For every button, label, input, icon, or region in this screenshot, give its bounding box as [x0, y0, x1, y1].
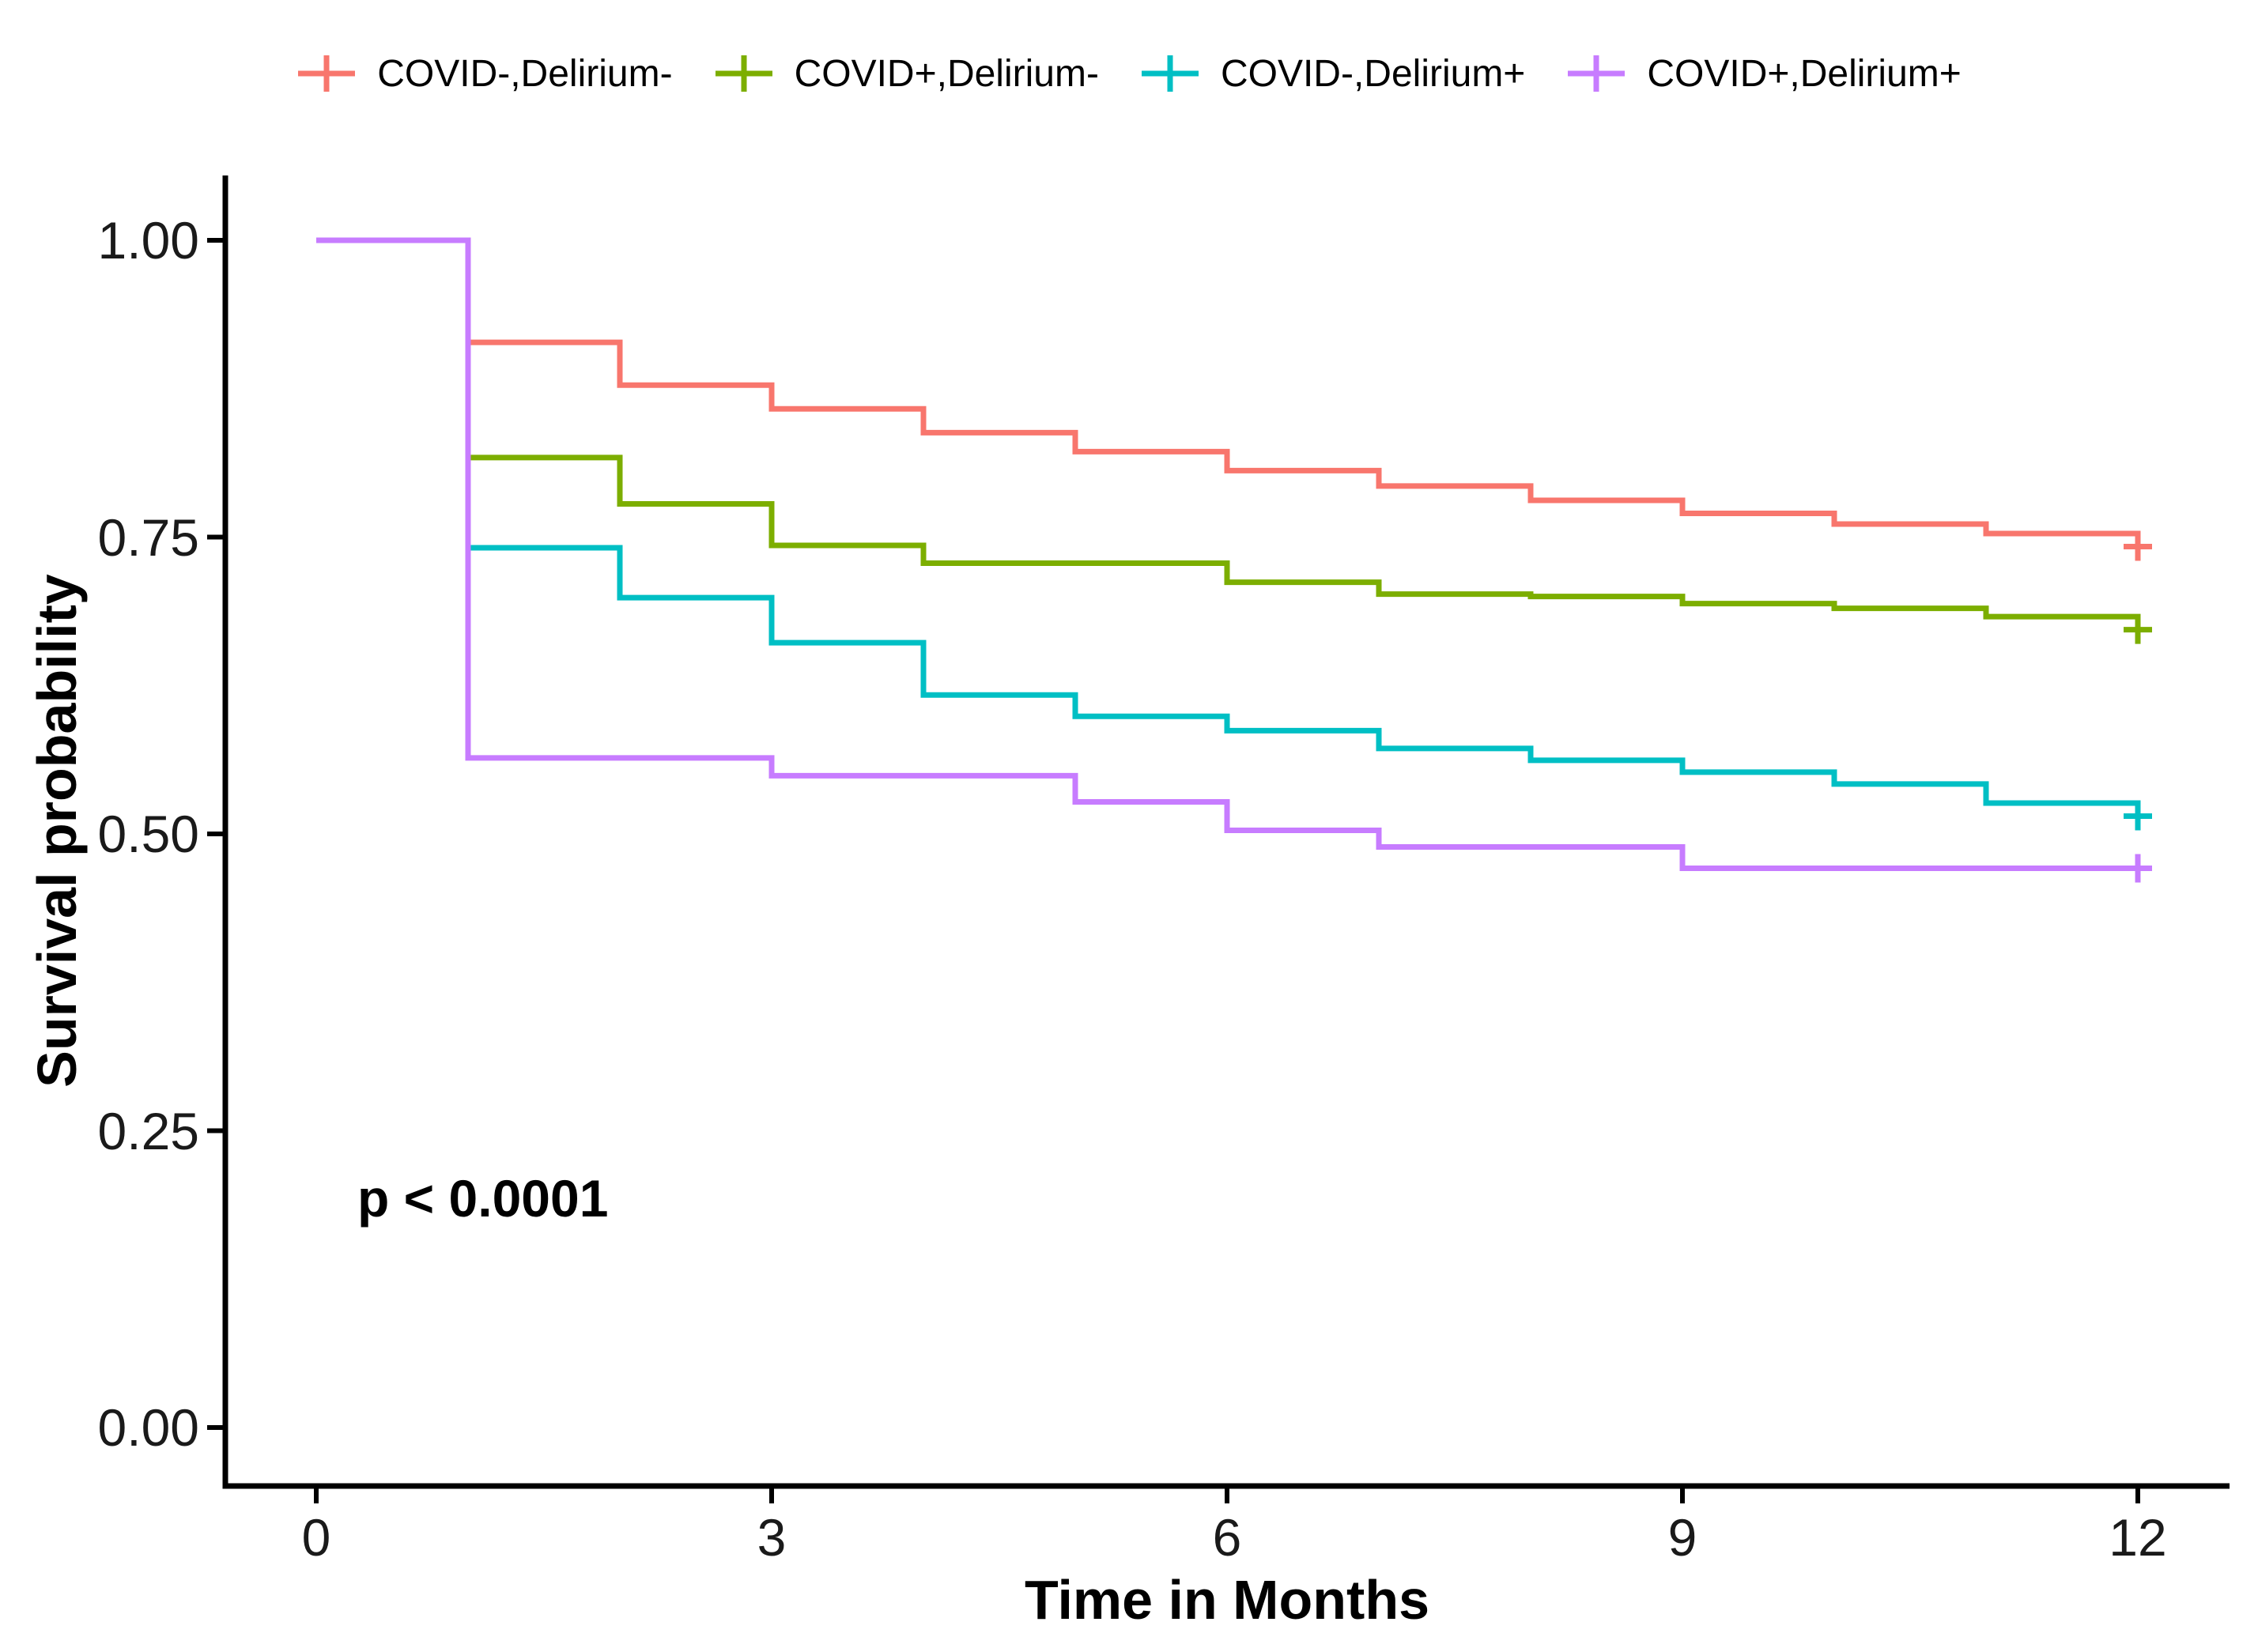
- y-tick-label: 0.50: [97, 805, 199, 863]
- x-tick-label: 9: [1667, 1508, 1697, 1567]
- legend-label: COVID-,Delirium+: [1220, 52, 1526, 95]
- legend-item-covid-pos-delirium-pos: COVID+,Delirium+: [1566, 38, 1962, 109]
- legend-key-icon: [715, 55, 772, 92]
- y-tick-label: 0.00: [97, 1398, 199, 1457]
- legend-item-covid-neg-delirium-neg: COVID-,Delirium-: [296, 38, 673, 109]
- y-tick-label: 0.25: [97, 1101, 199, 1160]
- legend-item-covid-neg-delirium-pos: COVID-,Delirium+: [1140, 38, 1525, 109]
- survival-curve-covidpos-deliriumpos: [316, 237, 2138, 872]
- legend-label: COVID-,Delirium-: [377, 52, 673, 95]
- x-axis-title: Time in Months: [1024, 1569, 1430, 1631]
- y-axis-title: Survival probability: [26, 574, 88, 1088]
- survival-curve-covidpos-deliriumneg: [316, 237, 2141, 630]
- legend-key-icon: [298, 55, 356, 92]
- x-tick-label: 0: [301, 1508, 331, 1567]
- x-tick-label: 3: [757, 1508, 787, 1567]
- survival-curve-covidneg-deliriumneg: [316, 237, 2141, 547]
- legend-item-covid-pos-delirium-neg: COVID+,Delirium-: [714, 38, 1099, 109]
- p-value-annotation: p < 0.0001: [357, 1169, 609, 1228]
- survival-curve-covidneg-deliriumpos: [316, 237, 2141, 817]
- x-tick-label: 6: [1212, 1508, 1242, 1567]
- legend: COVID-,Delirium- COVID+,Delirium- COVID-…: [0, 38, 2258, 109]
- legend-key-icon: [1141, 55, 1199, 92]
- y-tick-label: 0.75: [97, 507, 199, 567]
- legend-label: COVID+,Delirium-: [794, 52, 1099, 95]
- legend-label: COVID+,Delirium+: [1647, 52, 1962, 95]
- x-tick-label: 12: [2109, 1508, 2167, 1567]
- y-tick-label: 1.00: [97, 211, 199, 270]
- legend-key-icon: [1568, 55, 1626, 92]
